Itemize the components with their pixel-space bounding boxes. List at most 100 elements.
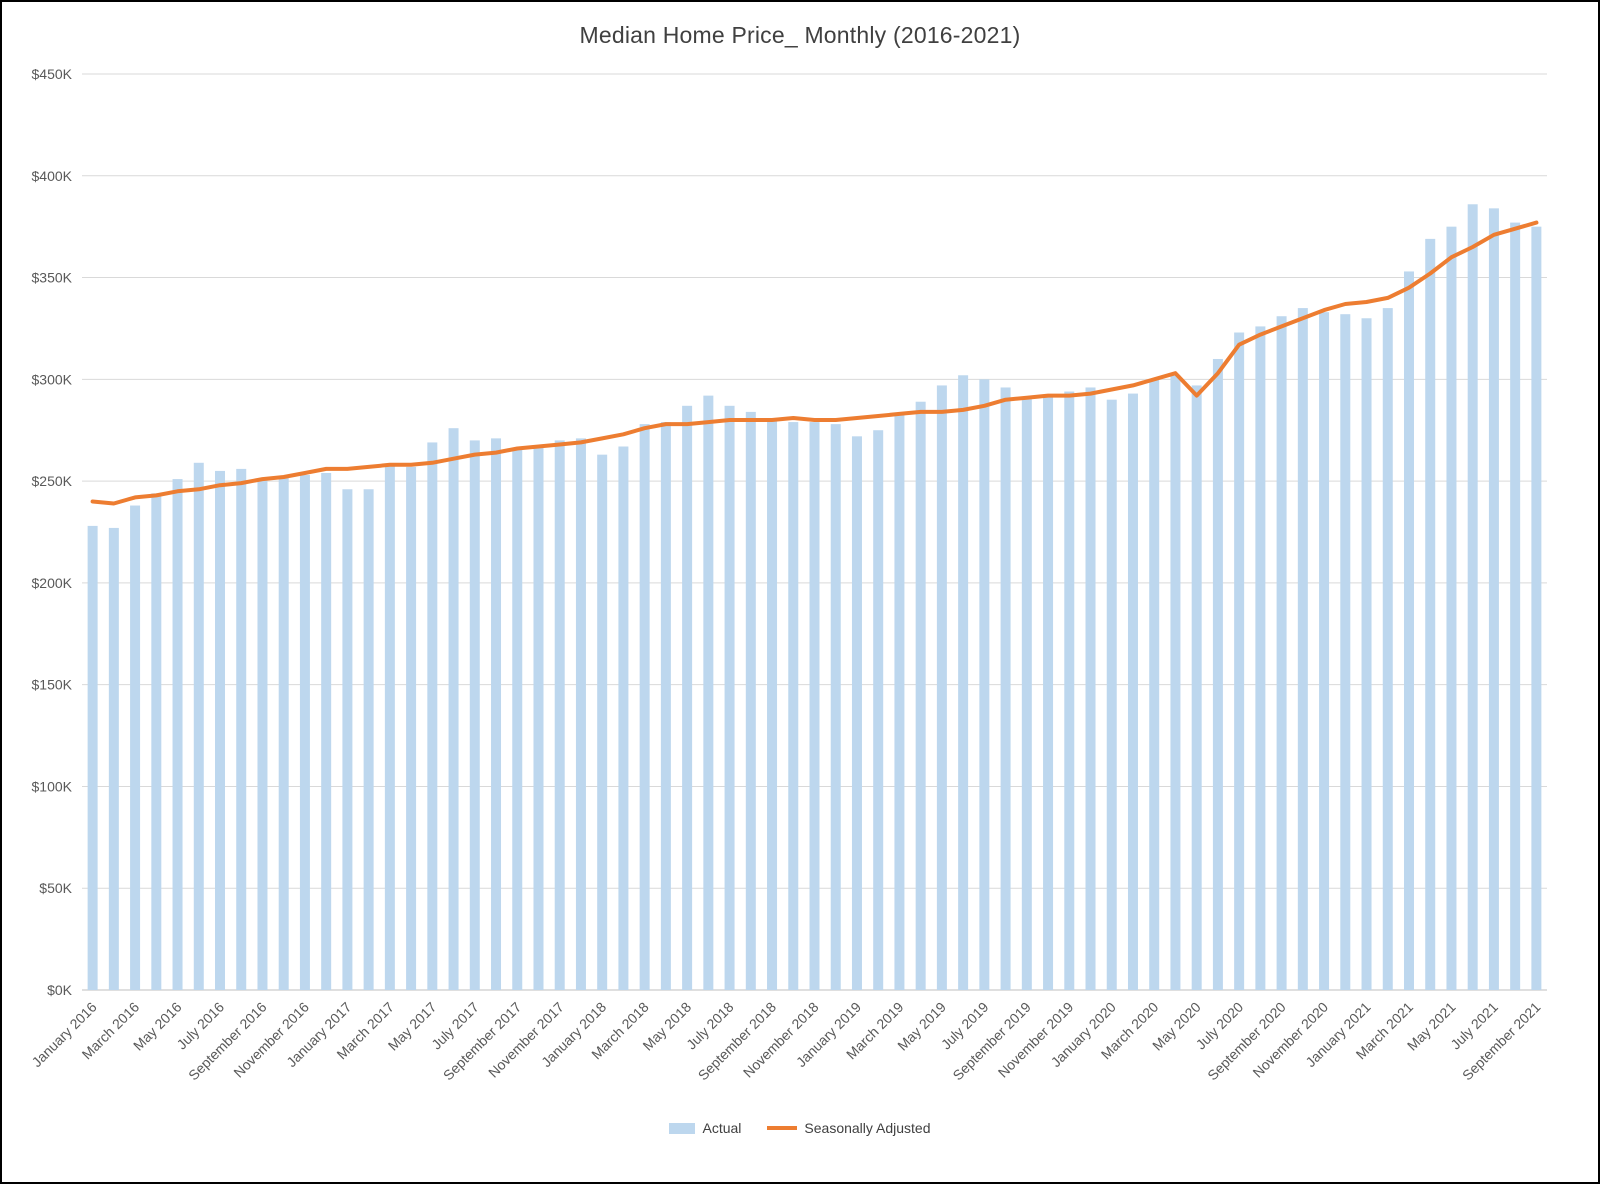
bar-actual: [788, 422, 799, 991]
y-axis-tick-label: $50K: [39, 880, 72, 896]
bar-actual: [660, 422, 671, 991]
bar-actual: [1191, 385, 1202, 990]
bar-actual: [597, 454, 608, 990]
bar-actual: [745, 411, 756, 990]
x-axis-tick-label: September 2016: [185, 999, 270, 1084]
bar-actual: [342, 489, 353, 990]
y-axis-tick-label: $450K: [32, 66, 73, 82]
bar-actual: [1212, 358, 1223, 990]
bar-actual: [87, 525, 98, 990]
bar-actual: [533, 446, 544, 990]
legend-swatch-seasonally-adjusted-icon: [767, 1126, 798, 1130]
y-axis-tick-label: $300K: [32, 371, 73, 387]
y-axis-tick-label: $100K: [32, 778, 73, 794]
bar-actual: [554, 440, 565, 990]
bar-actual: [1319, 312, 1330, 990]
bar-actual: [767, 420, 778, 990]
x-axis-tick-label: September 2019: [949, 999, 1034, 1084]
bar-actual: [936, 385, 947, 990]
bar-actual: [724, 405, 735, 991]
bar-actual: [1000, 387, 1011, 990]
bar-actual: [1361, 318, 1372, 990]
bar-actual: [809, 422, 820, 991]
bar-actual: [1106, 399, 1117, 990]
bar-actual: [1064, 391, 1075, 991]
bar-actual: [1255, 326, 1266, 990]
bar-actual: [575, 438, 586, 990]
bar-actual: [915, 401, 926, 990]
bar-actual: [1403, 271, 1414, 991]
bar-actual: [512, 448, 523, 990]
y-axis-tick-label: $150K: [32, 677, 73, 693]
legend-swatch-actual-icon: [669, 1122, 696, 1134]
chart-legend: Actual Seasonally Adjusted: [2, 1120, 1598, 1136]
bar-actual: [1127, 393, 1138, 990]
bar-actual: [491, 438, 502, 990]
y-axis-tick-label: $200K: [32, 575, 73, 591]
bar-actual: [193, 462, 204, 990]
bar-actual: [1043, 395, 1054, 990]
bar-actual: [469, 440, 480, 990]
legend-label-seasonally-adjusted: Seasonally Adjusted: [804, 1120, 931, 1136]
bar-actual: [108, 527, 119, 990]
bar-actual: [639, 424, 650, 990]
bar-actual: [1488, 208, 1499, 990]
bar-actual: [958, 375, 969, 990]
x-axis-tick-label: November 2016: [230, 999, 312, 1081]
bar-actual: [215, 470, 226, 990]
bar-actual: [130, 505, 141, 990]
x-axis-tick-label: November 2018: [740, 999, 822, 1081]
bar-actual: [299, 475, 310, 990]
y-axis-tick-label: $400K: [32, 168, 73, 184]
bar-actual: [894, 413, 905, 991]
bar-actual: [1234, 332, 1245, 990]
bar-actual: [236, 468, 247, 990]
bar-actual: [873, 430, 884, 990]
bar-actual: [830, 424, 841, 990]
bar-actual: [682, 405, 693, 991]
legend-label-actual: Actual: [702, 1120, 742, 1136]
x-axis-tick-label: September 2020: [1204, 999, 1289, 1084]
bar-actual: [1085, 387, 1096, 990]
bar-actual: [1510, 222, 1521, 990]
x-axis-tick-label: September 2021: [1459, 999, 1544, 1084]
x-axis-tick-label: November 2020: [1249, 999, 1331, 1081]
bar-actual: [406, 466, 417, 991]
y-axis-tick-label: $250K: [32, 473, 73, 489]
bar-actual: [1446, 226, 1457, 990]
bar-actual: [1276, 316, 1287, 991]
x-axis-tick-label: November 2019: [995, 999, 1077, 1081]
bar-actual: [851, 436, 862, 991]
bar-actual: [172, 479, 183, 990]
x-axis-tick-label: September 2018: [695, 999, 780, 1084]
y-axis-tick-label: $0K: [47, 982, 73, 998]
y-axis-tick-label: $350K: [32, 270, 73, 286]
bar-actual: [1149, 379, 1160, 990]
bar-actual: [448, 428, 459, 991]
bar-actual: [1467, 204, 1478, 990]
x-axis-tick-label: September 2017: [440, 999, 525, 1084]
bar-actual: [1531, 226, 1542, 990]
bar-actual: [1021, 397, 1032, 990]
line-seasonally-adjusted: [90, 220, 1539, 506]
bar-actual: [618, 446, 629, 990]
bar-actual: [257, 479, 268, 990]
bar-actual: [1382, 308, 1393, 991]
x-axis-tick-label: November 2017: [485, 999, 567, 1081]
bar-actual: [1340, 314, 1351, 990]
bar-actual: [1170, 375, 1181, 990]
legend-item-actual: Actual: [669, 1120, 741, 1136]
bar-actual: [1297, 308, 1308, 991]
bar-actual: [427, 442, 438, 990]
bar-actual: [1425, 238, 1436, 990]
bar-actual: [979, 379, 990, 990]
bar-actual: [363, 489, 374, 990]
bar-actual: [278, 477, 289, 990]
legend-item-seasonally-adjusted: Seasonally Adjusted: [767, 1120, 931, 1136]
bar-actual: [321, 472, 332, 991]
bar-actual: [703, 395, 714, 990]
chart-title: Median Home Price_ Monthly (2016-2021): [579, 22, 1021, 48]
bar-actual: [384, 464, 395, 990]
